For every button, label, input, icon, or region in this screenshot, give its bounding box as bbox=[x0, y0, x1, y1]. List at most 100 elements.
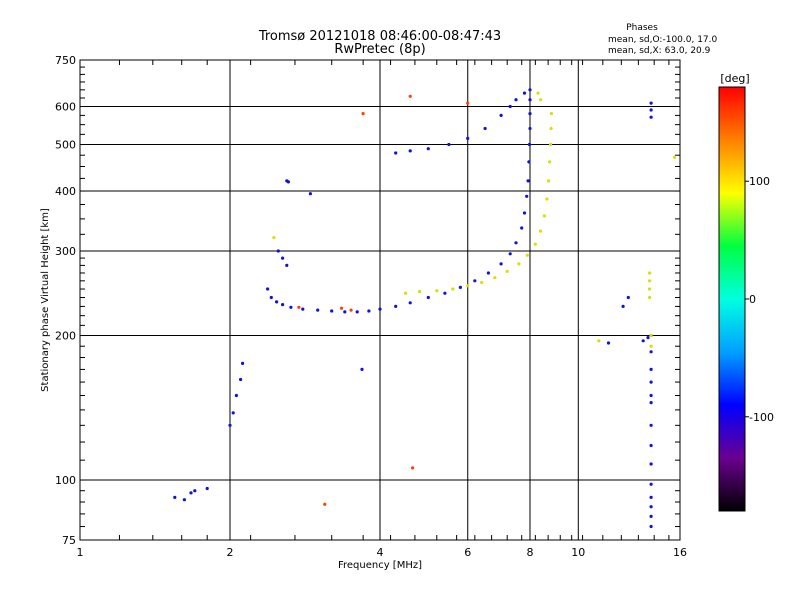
data-point bbox=[340, 306, 344, 310]
data-point bbox=[275, 300, 279, 304]
data-point bbox=[189, 491, 193, 495]
data-point bbox=[493, 276, 497, 280]
data-point bbox=[528, 88, 532, 92]
data-point bbox=[649, 115, 653, 119]
data-point bbox=[505, 269, 509, 273]
data-point bbox=[411, 466, 415, 470]
y-tick-label: 200 bbox=[55, 330, 76, 343]
data-point bbox=[548, 160, 552, 164]
data-point bbox=[536, 91, 540, 95]
data-point bbox=[648, 271, 652, 275]
data-point bbox=[408, 301, 412, 305]
data-point bbox=[649, 393, 653, 398]
data-point bbox=[394, 151, 398, 155]
data-point bbox=[528, 98, 532, 102]
data-point bbox=[545, 197, 549, 201]
data-point bbox=[514, 241, 518, 245]
chart-title: Tromsø 20121018 08:46:00-08:47:43 bbox=[258, 29, 501, 44]
data-point bbox=[549, 126, 553, 131]
data-point bbox=[508, 104, 512, 109]
data-point bbox=[649, 380, 653, 384]
data-point bbox=[443, 291, 447, 295]
data-points bbox=[173, 88, 677, 529]
data-point bbox=[648, 287, 652, 291]
data-point bbox=[522, 91, 527, 95]
data-point bbox=[308, 192, 312, 196]
colorbar-tick-label: 100 bbox=[749, 175, 770, 188]
data-point bbox=[649, 401, 653, 405]
data-point bbox=[276, 249, 280, 253]
colorbar bbox=[718, 86, 746, 512]
data-point bbox=[539, 98, 543, 102]
data-point bbox=[649, 462, 653, 466]
data-point bbox=[316, 308, 320, 312]
data-point bbox=[649, 482, 653, 486]
data-point bbox=[649, 495, 653, 499]
data-point bbox=[528, 126, 532, 131]
data-point bbox=[173, 495, 177, 499]
data-point bbox=[343, 310, 347, 314]
data-point bbox=[649, 350, 653, 354]
data-point bbox=[525, 253, 529, 257]
data-point bbox=[281, 256, 285, 260]
data-point bbox=[499, 262, 503, 266]
data-point bbox=[528, 112, 532, 116]
y-tick-label: 75 bbox=[62, 534, 76, 547]
data-point bbox=[533, 242, 537, 246]
data-point bbox=[297, 305, 301, 309]
data-point bbox=[646, 336, 650, 340]
data-point bbox=[522, 211, 527, 215]
x-tick-label: 8 bbox=[527, 546, 534, 559]
data-point bbox=[520, 226, 524, 230]
data-point bbox=[514, 98, 518, 102]
data-point bbox=[549, 112, 554, 116]
data-point bbox=[649, 524, 653, 529]
x-tick-label: 10 bbox=[571, 546, 585, 559]
colorbar-ticks: 100 0 -100 bbox=[745, 175, 774, 424]
data-point bbox=[281, 303, 285, 307]
data-point bbox=[606, 341, 611, 345]
data-point bbox=[527, 160, 531, 164]
data-point bbox=[301, 307, 305, 311]
data-point bbox=[349, 308, 353, 312]
data-point bbox=[549, 142, 553, 147]
x-axis-label: Frequency [MHz] bbox=[338, 560, 422, 571]
data-point bbox=[648, 279, 652, 283]
data-point bbox=[499, 113, 503, 117]
chart-subtitle: RwPretec (8p) bbox=[334, 42, 425, 57]
data-point bbox=[228, 423, 232, 427]
data-point bbox=[466, 136, 470, 140]
data-point bbox=[330, 309, 334, 313]
data-point bbox=[672, 155, 677, 159]
data-point bbox=[435, 289, 439, 293]
data-point bbox=[649, 367, 653, 371]
data-point bbox=[480, 280, 484, 285]
y-axis-label: Stationary phase Virtual Height [km] bbox=[40, 208, 51, 392]
data-point bbox=[649, 514, 653, 519]
data-point bbox=[539, 229, 543, 233]
data-point bbox=[231, 411, 235, 415]
data-point bbox=[285, 263, 289, 267]
data-point bbox=[378, 307, 382, 311]
data-point bbox=[597, 339, 601, 343]
y-tick-label: 300 bbox=[55, 245, 76, 258]
y-tick-label: 100 bbox=[55, 474, 76, 487]
data-point bbox=[403, 291, 408, 295]
data-point bbox=[458, 285, 462, 289]
data-point bbox=[649, 333, 653, 338]
colorbar-label: [deg] bbox=[720, 72, 749, 85]
data-point bbox=[286, 180, 290, 184]
data-point bbox=[426, 295, 430, 300]
phase-legend-heading: Phases bbox=[626, 23, 658, 33]
data-point bbox=[426, 147, 430, 151]
x-tick-label: 1 bbox=[77, 546, 84, 559]
colorbar-tick-label: 0 bbox=[749, 293, 756, 306]
data-point bbox=[525, 194, 529, 198]
data-point bbox=[269, 295, 273, 300]
x-tick-label: 4 bbox=[377, 546, 384, 559]
data-point bbox=[542, 214, 547, 218]
x-tick-label: 16 bbox=[673, 546, 687, 559]
data-point bbox=[483, 126, 487, 131]
data-point bbox=[451, 287, 455, 291]
